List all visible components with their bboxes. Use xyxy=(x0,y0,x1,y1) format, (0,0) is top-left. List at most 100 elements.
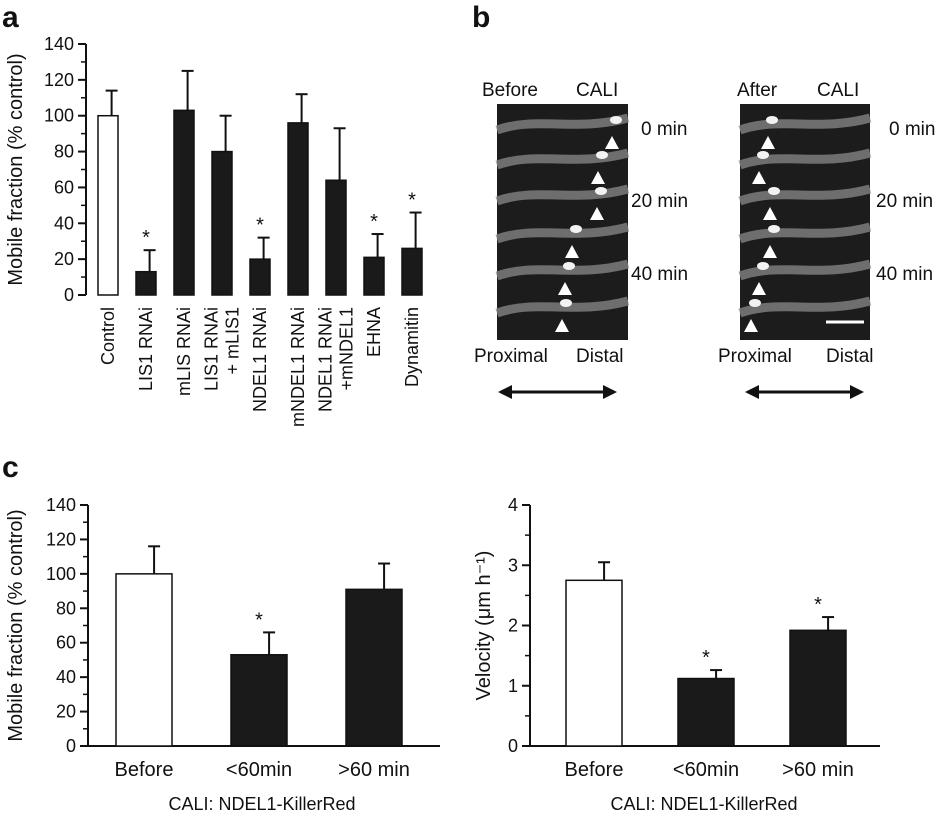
dendrite-strand xyxy=(738,113,872,135)
dendrite-strand xyxy=(495,222,630,244)
vesicle-punctum xyxy=(757,262,769,270)
error-bar xyxy=(181,69,194,111)
vesicle-punctum xyxy=(768,225,780,233)
arrowhead-marker xyxy=(555,319,569,332)
y-tick-label: 2 xyxy=(508,616,518,636)
x-tick-label: +mNDEL1 xyxy=(337,307,357,391)
x-axis-label: CALI: NDEL1-KillerRed xyxy=(610,794,797,814)
arrowhead-marker xyxy=(763,245,777,258)
panel-label-a: a xyxy=(2,1,19,34)
y-tick-label: 140 xyxy=(44,34,74,54)
bar xyxy=(363,256,385,296)
y-tick-label: 40 xyxy=(54,213,74,233)
x-tick-label: EHNA xyxy=(364,307,384,357)
error-bar xyxy=(371,233,384,258)
x-tick-label: >60 min xyxy=(338,759,410,781)
error-bar xyxy=(143,249,156,272)
panel-label-b: b xyxy=(472,1,490,34)
dendrite-strand xyxy=(495,296,630,318)
y-tick-label: 0 xyxy=(508,736,518,756)
vesicle-punctum xyxy=(768,187,780,195)
y-tick-label: 1 xyxy=(508,676,518,696)
error-bar xyxy=(219,114,232,152)
dendrite-strand xyxy=(738,259,872,281)
y-tick-label: 20 xyxy=(54,249,74,269)
x-tick-label: <60min xyxy=(226,759,292,781)
dendrite-strand xyxy=(738,296,872,318)
arrowhead-marker xyxy=(763,207,777,220)
time-label-after-20: 20 min xyxy=(876,191,933,212)
arrowhead-marker xyxy=(565,245,579,258)
error-bar xyxy=(105,89,118,116)
micrograph-after-image xyxy=(740,104,870,340)
double-arrow-before xyxy=(498,385,617,399)
y-tick-label: 100 xyxy=(46,564,76,584)
bar xyxy=(135,270,157,296)
x-tick-label: >60 min xyxy=(782,759,854,781)
time-label-after-40: 40 min xyxy=(876,264,933,285)
chart-c-velocity: 0 1 2 3 4 Velocity (μm h⁻¹) Before * <60min * >60 … xyxy=(473,495,880,814)
micrograph-after-title-left: After xyxy=(737,80,778,101)
bar xyxy=(345,588,403,747)
dendrite-strand xyxy=(495,148,630,170)
micrograph-before-cali: Before CALI 0 min 20 min 40 min Proximal… xyxy=(474,80,688,399)
bar xyxy=(115,573,173,747)
y-tick-label: 80 xyxy=(56,598,76,618)
error-bar xyxy=(710,669,723,679)
micrograph-before-title-left: Before xyxy=(482,80,538,101)
vesicle-punctum xyxy=(595,187,607,195)
vesicle-punctum xyxy=(766,116,778,124)
x-tick-label: NDEL1 RNAi xyxy=(250,307,270,412)
axis-label-after-proximal: Proximal xyxy=(718,346,792,367)
y-tick-label: 100 xyxy=(44,106,74,126)
vesicle-punctum xyxy=(563,262,575,270)
bar xyxy=(325,179,347,296)
x-tick-label: mNDEL1 RNAi xyxy=(288,307,308,427)
time-label-before-40: 40 min xyxy=(631,264,688,285)
arrowhead-marker xyxy=(591,171,605,184)
significance-star: * xyxy=(814,594,822,616)
axis-label-after-distal: Distal xyxy=(826,346,874,367)
micrograph-before-title-right: CALI xyxy=(576,80,618,101)
significance-star: * xyxy=(408,190,416,212)
y-tick-label: 60 xyxy=(54,177,74,197)
y-tick-label: 20 xyxy=(56,702,76,722)
y-tick-label: 120 xyxy=(46,529,76,549)
y-axis-label: Velocity (μm h⁻¹) xyxy=(473,551,495,701)
error-bar xyxy=(333,127,346,181)
bar xyxy=(211,150,233,296)
error-bar xyxy=(409,211,422,249)
x-tick-label: + mLIS1 xyxy=(223,307,243,375)
axis-label-before-distal: Distal xyxy=(576,346,624,367)
y-tick-label: 3 xyxy=(508,555,518,575)
vesicle-punctum xyxy=(757,151,769,159)
y-tick-label: 0 xyxy=(66,736,76,756)
error-bar xyxy=(148,545,161,574)
y-tick-label: 140 xyxy=(46,495,76,515)
chart-c-mobile-fraction: 0 20 40 60 80 100 120 140 Mobile fraction (% con… xyxy=(5,495,440,814)
y-tick-label: 60 xyxy=(56,633,76,653)
y-axis-label: Mobile fraction (% control) xyxy=(5,509,27,741)
bar xyxy=(249,258,271,296)
y-tick-label: 120 xyxy=(44,70,74,90)
arrowhead-marker xyxy=(605,136,619,149)
x-tick-label: LIS1 RNAi xyxy=(202,307,222,391)
bar xyxy=(789,629,847,747)
bar xyxy=(230,654,288,747)
micrograph-after-dendrites xyxy=(738,113,872,332)
time-label-after-0: 0 min xyxy=(889,119,935,140)
micrograph-after-title-right: CALI xyxy=(817,80,859,101)
vesicle-punctum xyxy=(560,299,572,307)
vesicle-punctum xyxy=(596,151,608,159)
y-tick-label: 4 xyxy=(508,495,518,515)
arrowhead-marker xyxy=(752,171,766,184)
bar xyxy=(401,247,423,296)
bar xyxy=(677,677,735,747)
y-tick-label: 40 xyxy=(56,667,76,687)
bar xyxy=(287,122,309,296)
x-tick-label: Before xyxy=(565,759,624,781)
significance-star: * xyxy=(702,647,710,669)
x-tick-label: mLIS RNAi xyxy=(174,307,194,396)
error-bar xyxy=(378,562,391,590)
